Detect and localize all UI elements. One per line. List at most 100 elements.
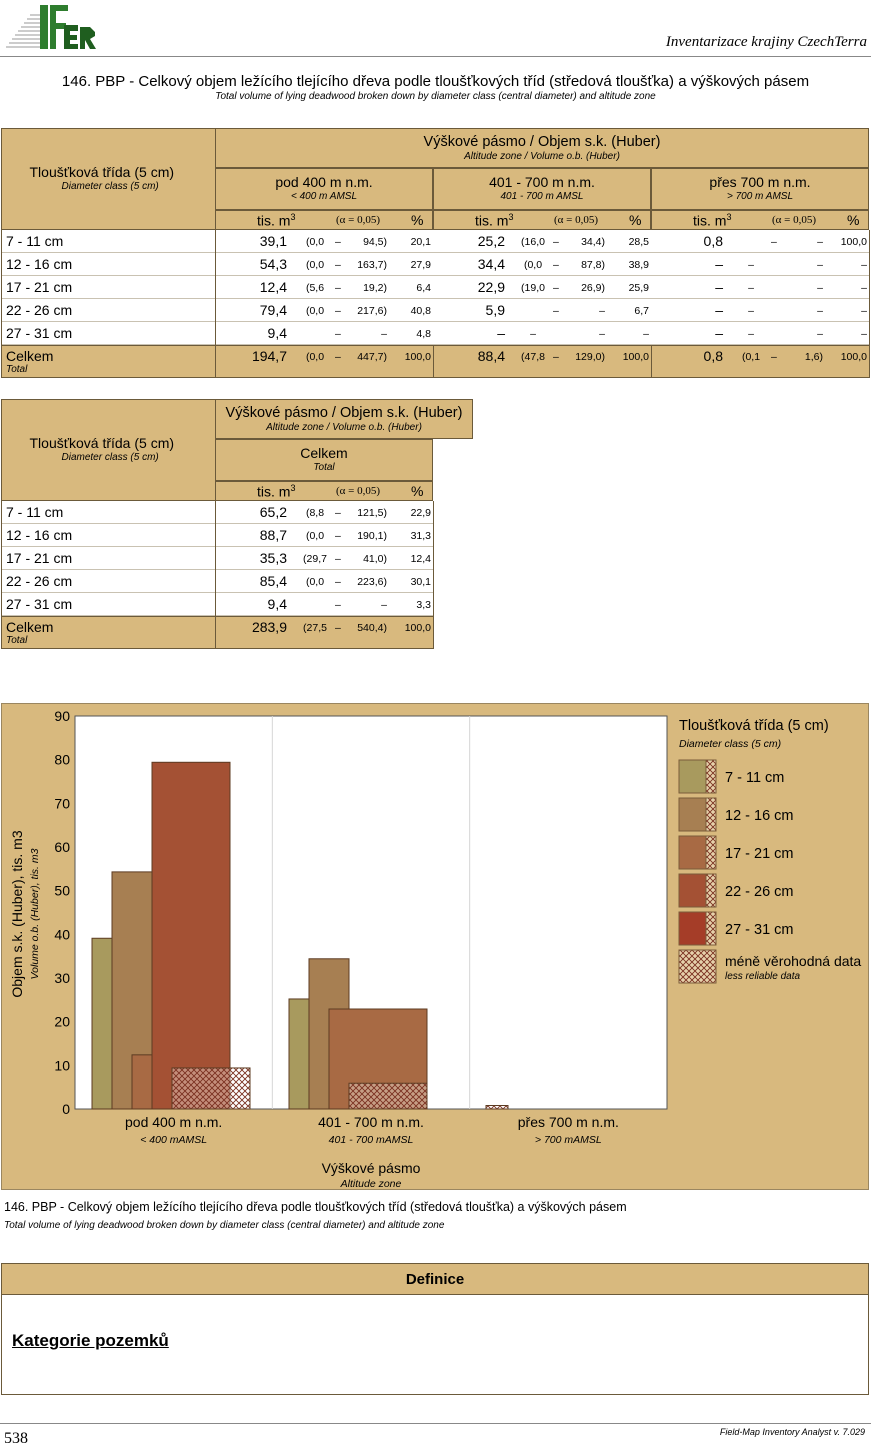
ci-low: (19,0 xyxy=(521,282,545,294)
volume-value: – xyxy=(497,325,505,341)
ci-dash: – xyxy=(335,553,341,565)
volume-value: 283,9 xyxy=(251,619,287,635)
ci-high: – xyxy=(381,599,387,611)
row-label-en: Total xyxy=(6,635,28,646)
ci-high: 26,9) xyxy=(581,282,605,294)
percent-value: – xyxy=(861,282,867,294)
legend-swatch xyxy=(678,835,707,870)
ci-low: – xyxy=(748,282,754,294)
ci-dash: – xyxy=(335,351,341,363)
volume-value: 35,3 xyxy=(259,550,287,566)
legend-swatch-hatch xyxy=(705,797,717,832)
ci-low: (0,0 xyxy=(305,576,325,588)
ci-low: (16,0 xyxy=(521,236,545,248)
zone-group-label-en: Total xyxy=(313,462,335,473)
volume-value: 0,8 xyxy=(703,348,723,364)
zone-group-cell xyxy=(651,168,869,210)
ci-low: (8,8 xyxy=(305,507,325,519)
volume-value: – xyxy=(715,279,723,295)
main-title: 146. PBP - Celkový objem ležícího tlejíc… xyxy=(61,73,810,90)
volume-value: 39,1 xyxy=(259,233,287,249)
zone-header: Výškové pásmo / Objem s.k. (Huber) xyxy=(423,134,661,150)
ci-low: (0,0 xyxy=(523,259,543,271)
ci-low: (27,5 xyxy=(303,622,327,634)
zone-group-label-en: > 700 m AMSL xyxy=(726,191,794,202)
zone-header-en: Altitude zone / Volume o.b. (Huber) xyxy=(266,422,422,433)
legend-swatch-hatch xyxy=(705,873,717,908)
row-divider xyxy=(1,275,870,276)
percent-label: % xyxy=(629,212,642,228)
percent-value: – xyxy=(861,259,867,271)
volume-value: 9,4 xyxy=(267,596,287,612)
ifer-logo xyxy=(6,5,96,49)
unit-superscript: 3 xyxy=(290,212,296,222)
ci-dash: – xyxy=(335,328,341,340)
bar xyxy=(288,998,312,1110)
unit-label: tis. m3 xyxy=(257,212,296,229)
legend-label: 12 - 16 cm xyxy=(725,808,794,824)
zone-group-cell xyxy=(215,439,433,481)
zone-header: Výškové pásmo / Objem s.k. (Huber) xyxy=(225,405,463,421)
y-tick-label: 10 xyxy=(54,1057,70,1073)
y-tick-label: 20 xyxy=(54,1014,70,1030)
ci-high: 19,2) xyxy=(363,282,387,294)
percent-value: 6,4 xyxy=(416,282,431,294)
ci-high: – xyxy=(599,328,605,340)
ci-high: – xyxy=(817,236,823,248)
ci-low: (0,0 xyxy=(305,259,325,271)
x-axis-title: Výškové pásmo xyxy=(322,1160,421,1176)
zone-group-label: pod 400 m n.m. xyxy=(275,174,373,190)
unit-superscript: 3 xyxy=(290,483,296,493)
bar xyxy=(171,1067,251,1110)
class-header: Tloušťková třída (5 cm) xyxy=(29,164,175,180)
volume-value: 22,9 xyxy=(477,279,505,295)
ci-dash: – xyxy=(335,530,341,542)
y-tick-label: 0 xyxy=(62,1101,70,1117)
zone-group-label: Celkem xyxy=(300,445,348,461)
percent-value: 4,8 xyxy=(416,328,431,340)
ci-dash: – xyxy=(335,576,341,588)
ci-dash: – xyxy=(335,622,341,634)
x-axis-title-en: Altitude zone xyxy=(340,1178,402,1189)
row-divider xyxy=(1,321,870,322)
unit-label: tis. m3 xyxy=(475,212,514,229)
y-tick-label: 90 xyxy=(54,708,70,724)
class-header-cell xyxy=(1,399,216,501)
percent-value: 6,7 xyxy=(634,305,649,317)
ci-dash: – xyxy=(553,236,559,248)
row-divider xyxy=(1,615,434,616)
volume-value: 5,9 xyxy=(485,302,505,318)
sub-title: Total volume of lying deadwood broken do… xyxy=(215,91,656,102)
ci-dash: – xyxy=(335,236,341,248)
legend-title: Tloušťková třída (5 cm) xyxy=(679,718,829,734)
row-label: 17 - 21 cm xyxy=(6,279,73,295)
alpha-label: (α = 0,05) xyxy=(554,214,599,226)
volume-value: 34,4 xyxy=(477,256,505,272)
ci-low: (0,0 xyxy=(305,530,325,542)
percent-value: 100,0 xyxy=(404,622,431,634)
ci-dash: – xyxy=(553,282,559,294)
row-label: Celkem xyxy=(6,348,54,364)
zone-group-label: přes 700 m n.m. xyxy=(709,174,811,190)
software-version: Field-Map Inventory Analyst v. 7.029 xyxy=(719,1427,865,1437)
legend-swatch-hatch xyxy=(705,911,717,946)
volume-value: 85,4 xyxy=(259,573,287,589)
row-label: 12 - 16 cm xyxy=(6,527,73,543)
legend-unreliable-label: méně věrohodná data xyxy=(725,953,861,969)
ci-high: 223,6) xyxy=(357,576,387,588)
table-right-border xyxy=(433,501,434,649)
zone-group-label: 401 - 700 m n.m. xyxy=(489,174,595,190)
chart-caption: 146. PBP - Celkový objem ležícího tlejíc… xyxy=(4,1200,627,1214)
category-heading: Kategorie pozemků xyxy=(12,1331,169,1350)
volume-value: 12,4 xyxy=(259,279,287,295)
percent-value: 38,9 xyxy=(628,259,649,271)
ci-low: (0,0 xyxy=(305,351,325,363)
percent-value: 100,0 xyxy=(622,351,649,363)
y-tick-label: 80 xyxy=(54,752,70,768)
ci-low: – xyxy=(748,259,754,271)
percent-value: 22,9 xyxy=(410,507,431,519)
row-divider xyxy=(1,569,434,570)
percent-value: 30,1 xyxy=(410,576,431,588)
class-column-border xyxy=(1,230,216,378)
x-tick-label-en: > 700 mAMSL xyxy=(535,1134,602,1146)
